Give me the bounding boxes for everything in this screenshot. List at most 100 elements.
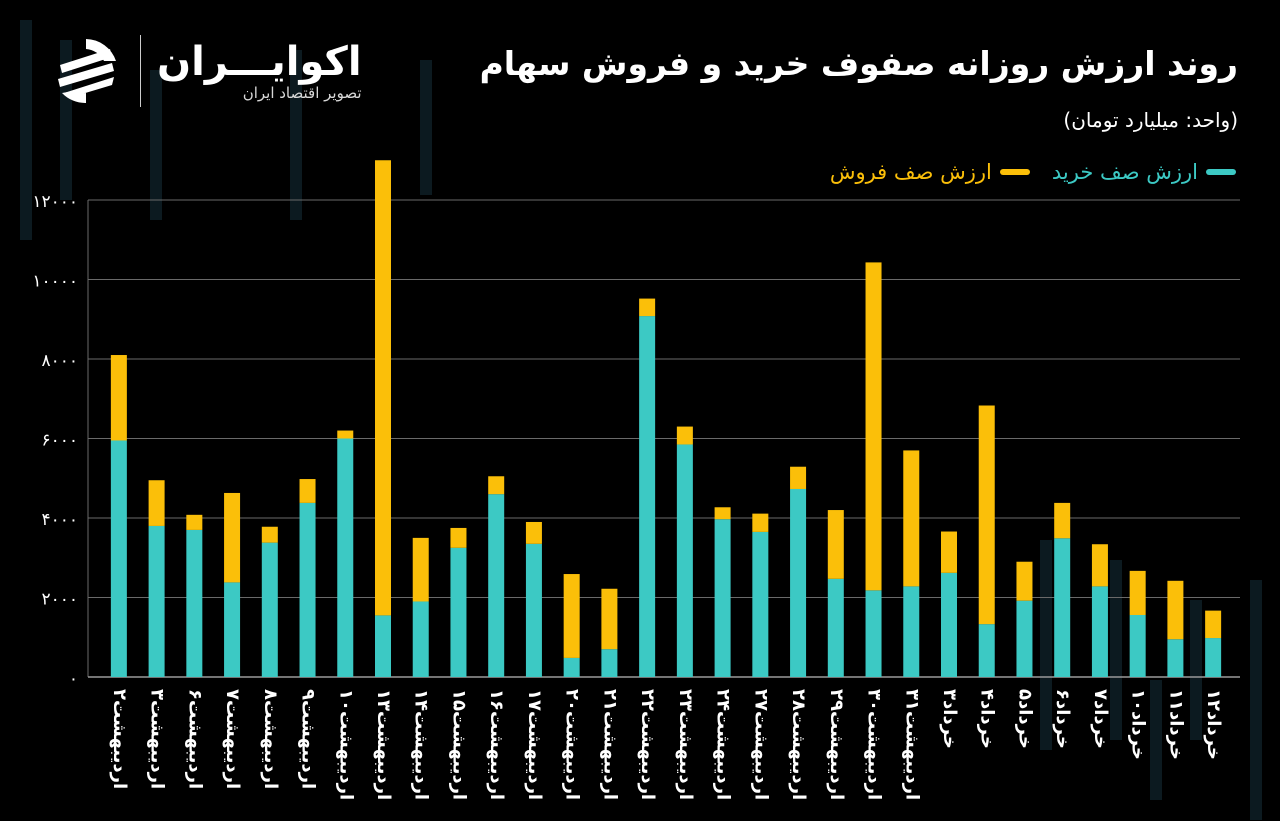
bar-buy-16 bbox=[676, 444, 693, 677]
y-tick-label: ۲۰۰۰ bbox=[41, 590, 78, 610]
x-tick-label: اردیبهشت۱۷ bbox=[524, 689, 545, 800]
bar-sell-25 bbox=[1016, 561, 1033, 601]
bar-sell-7 bbox=[337, 430, 354, 439]
bar-sell-23 bbox=[941, 531, 957, 573]
bar-buy-29 bbox=[1167, 639, 1184, 677]
bar-buy-28 bbox=[1129, 614, 1146, 677]
bar-sell-21 bbox=[865, 262, 882, 591]
legend-swatch-sell bbox=[999, 169, 1030, 175]
logo-separator bbox=[140, 35, 141, 107]
bar-buy-3 bbox=[186, 529, 203, 677]
bar-buy-15 bbox=[639, 316, 656, 677]
y-tick-label: ۱۲۰۰۰ bbox=[32, 192, 78, 212]
x-tick-label: اردیبهشت۱۴ bbox=[411, 689, 432, 800]
bar-buy-1 bbox=[110, 440, 127, 677]
bar-sell-20 bbox=[827, 510, 844, 579]
bar-sell-18 bbox=[752, 513, 769, 532]
x-tick-label: خرداد۴ bbox=[977, 689, 998, 749]
bar-sell-10 bbox=[450, 527, 467, 548]
bar-sell-28 bbox=[1129, 570, 1146, 615]
legend-label-buy: ارزش صف خرید bbox=[1051, 160, 1198, 184]
bg-candle bbox=[1250, 580, 1262, 820]
bar-sell-30 bbox=[1205, 610, 1222, 639]
logo-tagline: تصویر اقتصاد ایران bbox=[242, 84, 362, 102]
x-tick-label: اردیبهشت۳۱ bbox=[901, 689, 922, 800]
x-tick-label: اردیبهشت۲۸ bbox=[788, 689, 809, 800]
bar-sell-9 bbox=[412, 537, 429, 602]
bar-buy-18 bbox=[752, 531, 769, 677]
x-tick-label: اردیبهشت۸ bbox=[260, 689, 281, 789]
x-tick-label: اردیبهشت۲۴ bbox=[713, 689, 734, 800]
x-tick-label: اردیبهشت۲۱ bbox=[599, 689, 620, 800]
bar-sell-27 bbox=[1091, 544, 1108, 587]
bg-candle bbox=[1040, 540, 1052, 750]
bar-buy-2 bbox=[148, 525, 165, 677]
bar-buy-7 bbox=[337, 438, 354, 677]
bar-sell-1 bbox=[110, 355, 127, 441]
legend-label-sell: ارزش صف فروش bbox=[829, 160, 992, 184]
legend-item-sell: ارزش صف فروش bbox=[830, 160, 1030, 184]
x-tick-label: خرداد۷ bbox=[1090, 689, 1111, 749]
bar-sell-3 bbox=[186, 514, 203, 530]
bar-sell-22 bbox=[903, 450, 920, 587]
logo: اکوایـــران تصویر اقتصاد ایران bbox=[50, 34, 362, 108]
bg-candle bbox=[1150, 680, 1162, 800]
bar-buy-9 bbox=[412, 601, 429, 677]
bar-sell-14 bbox=[601, 588, 618, 650]
y-tick-label: ۱۰۰۰۰ bbox=[32, 272, 78, 292]
legend-item-buy: ارزش صف خرید bbox=[1052, 160, 1236, 184]
bar-buy-10 bbox=[450, 547, 467, 677]
x-tick-label: اردیبهشت۱۵ bbox=[448, 689, 469, 800]
x-tick-label: خرداد۶ bbox=[1052, 689, 1073, 749]
legend-swatch-buy bbox=[1206, 169, 1236, 175]
bar-sell-15 bbox=[639, 298, 656, 317]
bar-sell-19 bbox=[790, 466, 807, 489]
bar-buy-14 bbox=[601, 649, 618, 677]
bg-candle bbox=[420, 60, 432, 195]
x-tick-label: اردیبهشت۳ bbox=[147, 689, 168, 789]
bar-sell-5 bbox=[261, 526, 278, 543]
bar-buy-13 bbox=[563, 657, 580, 677]
bar-buy-21 bbox=[865, 590, 882, 677]
bar-buy-26 bbox=[1054, 538, 1071, 677]
bar-buy-12 bbox=[525, 543, 542, 677]
bg-candle bbox=[1110, 560, 1122, 740]
bg-candle bbox=[290, 50, 302, 220]
bar-buy-20 bbox=[827, 578, 844, 677]
x-tick-label: اردیبهشت۱۳ bbox=[373, 689, 394, 800]
bar-sell-24 bbox=[978, 405, 995, 625]
bar-sell-4 bbox=[224, 492, 241, 583]
bg-candle bbox=[1190, 600, 1202, 740]
x-tick-label: خرداد۳ bbox=[939, 689, 960, 749]
bar-sell-16 bbox=[676, 426, 693, 445]
logo-name: اکوایـــران bbox=[157, 39, 362, 85]
bar-buy-30 bbox=[1205, 638, 1222, 677]
bg-candle bbox=[150, 70, 162, 220]
bar-buy-17 bbox=[714, 519, 731, 677]
y-tick-label: ۶۰۰۰ bbox=[41, 431, 78, 451]
bg-candle bbox=[20, 20, 32, 240]
bar-sell-12 bbox=[525, 521, 542, 544]
x-tick-label: اردیبهشت۱۶ bbox=[486, 689, 507, 800]
bar-buy-19 bbox=[790, 488, 807, 677]
bar-buy-25 bbox=[1016, 600, 1033, 677]
x-tick-label: اردیبهشت۷ bbox=[222, 689, 243, 789]
x-tick-label: خرداد۵ bbox=[1014, 689, 1035, 749]
x-tick-label: خرداد۱۱ bbox=[1165, 689, 1186, 760]
bar-sell-29 bbox=[1167, 580, 1184, 640]
bar-buy-8 bbox=[375, 615, 391, 677]
bar-buy-6 bbox=[299, 502, 316, 677]
bar-buy-22 bbox=[903, 586, 920, 677]
x-tick-label: اردیبهشت۹ bbox=[298, 689, 319, 789]
bar-buy-11 bbox=[488, 494, 505, 677]
x-tick-label: اردیبهشت۳۰ bbox=[864, 689, 885, 800]
x-tick-label: خرداد۱۰ bbox=[1128, 689, 1149, 760]
bar-sell-17 bbox=[714, 507, 731, 520]
ecoiran-logo-mark-icon bbox=[58, 39, 116, 104]
x-tick-label: اردیبهشت۲۹ bbox=[826, 689, 847, 800]
bar-sell-26 bbox=[1054, 502, 1071, 539]
bar-sell-11 bbox=[488, 476, 505, 495]
bar-buy-4 bbox=[224, 582, 241, 677]
y-tick-label: ۴۰۰۰ bbox=[41, 510, 78, 530]
